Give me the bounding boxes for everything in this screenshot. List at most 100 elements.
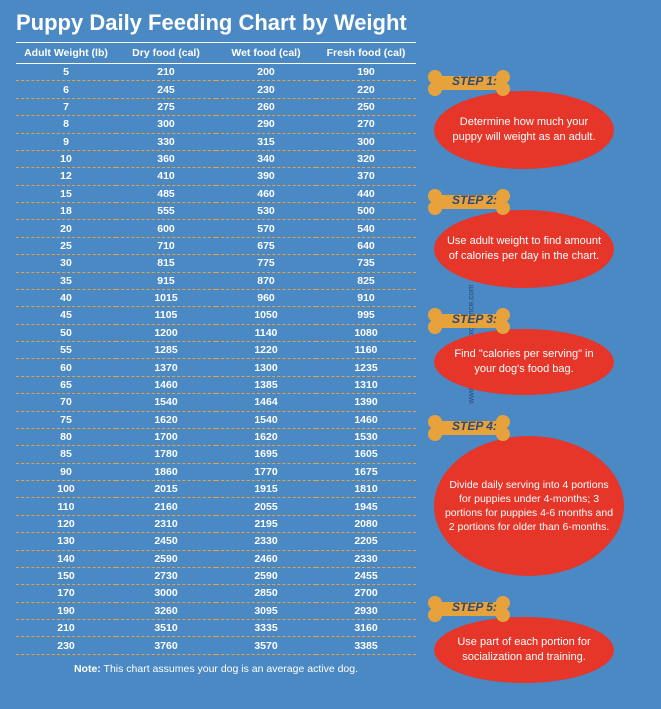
table-cell: 40: [16, 289, 116, 306]
table-cell: 1780: [116, 446, 216, 463]
table-row: 65146013851310: [16, 376, 416, 393]
step-item: STEP 5:Use part of each portion for soci…: [434, 594, 626, 683]
table-cell: 12: [16, 168, 116, 185]
table-cell: 960: [216, 289, 316, 306]
table-cell: 1015: [116, 289, 216, 306]
table-row: 170300028502700: [16, 585, 416, 602]
table-cell: 7: [16, 98, 116, 115]
table-cell: 1620: [116, 411, 216, 428]
step-bubble: Divide daily serving into 4 portions for…: [434, 436, 624, 576]
feeding-table-wrap: Adult Weight (lb)Dry food (cal)Wet food …: [16, 42, 416, 701]
steps-column: STEP 1:Determine how much your puppy wil…: [416, 42, 626, 701]
table-cell: 5: [16, 64, 116, 81]
table-row: 9330315300: [16, 133, 416, 150]
table-cell: 360: [116, 150, 216, 167]
table-cell: 3385: [316, 637, 416, 654]
table-cell: 110: [16, 498, 116, 515]
table-cell: 270: [316, 116, 416, 133]
table-cell: 3000: [116, 585, 216, 602]
step-item: STEP 3:Find "calories per serving" in yo…: [434, 306, 626, 395]
table-cell: 100: [16, 481, 116, 498]
table-cell: 320: [316, 150, 416, 167]
table-cell: 2455: [316, 567, 416, 584]
table-row: 210351033353160: [16, 620, 416, 637]
table-cell: 300: [116, 116, 216, 133]
table-cell: 90: [16, 463, 116, 480]
table-cell: 3160: [316, 620, 416, 637]
table-row: 20600570540: [16, 220, 416, 237]
table-cell: 485: [116, 185, 216, 202]
table-cell: 640: [316, 237, 416, 254]
table-cell: 1385: [216, 376, 316, 393]
table-cell: 85: [16, 446, 116, 463]
table-cell: 9: [16, 133, 116, 150]
table-cell: 870: [216, 272, 316, 289]
note-text: This chart assumes your dog is an averag…: [101, 663, 358, 675]
table-cell: 1915: [216, 481, 316, 498]
table-cell: 1700: [116, 428, 216, 445]
table-cell: 555: [116, 203, 216, 220]
column-header: Adult Weight (lb): [16, 43, 116, 64]
table-row: 140259024602330: [16, 550, 416, 567]
table-row: 18555530500: [16, 203, 416, 220]
table-cell: 230: [16, 637, 116, 654]
table-cell: 2310: [116, 515, 216, 532]
table-cell: 80: [16, 428, 116, 445]
step-item: STEP 1:Determine how much your puppy wil…: [434, 68, 626, 169]
table-row: 15485460440: [16, 185, 416, 202]
table-cell: 370: [316, 168, 416, 185]
table-row: 85178016951605: [16, 446, 416, 463]
table-cell: 3335: [216, 620, 316, 637]
table-cell: 1310: [316, 376, 416, 393]
table-cell: 290: [216, 116, 316, 133]
table-cell: 530: [216, 203, 316, 220]
table-cell: 410: [116, 168, 216, 185]
table-cell: 995: [316, 307, 416, 324]
table-cell: 2450: [116, 533, 216, 550]
table-row: 230376035703385: [16, 637, 416, 654]
content-area: Adult Weight (lb)Dry food (cal)Wet food …: [0, 42, 661, 701]
table-row: 90186017701675: [16, 463, 416, 480]
feeding-table: Adult Weight (lb)Dry food (cal)Wet food …: [16, 42, 416, 655]
table-cell: 460: [216, 185, 316, 202]
table-cell: 825: [316, 272, 416, 289]
table-cell: 210: [16, 620, 116, 637]
table-cell: 1770: [216, 463, 316, 480]
table-row: 5210200190: [16, 64, 416, 81]
table-cell: 2205: [316, 533, 416, 550]
table-cell: 1080: [316, 324, 416, 341]
table-cell: 1460: [316, 411, 416, 428]
table-cell: 2700: [316, 585, 416, 602]
step-label: STEP 2:: [452, 193, 497, 207]
table-cell: 1620: [216, 428, 316, 445]
step-label: STEP 5:: [452, 600, 497, 614]
table-cell: 230: [216, 81, 316, 98]
table-row: 150273025902455: [16, 567, 416, 584]
table-cell: 35: [16, 272, 116, 289]
table-cell: 250: [316, 98, 416, 115]
table-cell: 1300: [216, 359, 316, 376]
table-cell: 260: [216, 98, 316, 115]
step-label: STEP 1:: [452, 74, 497, 88]
table-cell: 1220: [216, 342, 316, 359]
table-cell: 120: [16, 515, 116, 532]
table-cell: 3095: [216, 602, 316, 619]
table-cell: 2850: [216, 585, 316, 602]
table-note: Note: This chart assumes your dog is an …: [16, 655, 416, 683]
table-cell: 3260: [116, 602, 216, 619]
table-row: 401015960910: [16, 289, 416, 306]
table-cell: 1540: [116, 394, 216, 411]
table-cell: 315: [216, 133, 316, 150]
table-cell: 2160: [116, 498, 216, 515]
column-header: Dry food (cal): [116, 43, 216, 64]
table-cell: 15: [16, 185, 116, 202]
table-cell: 330: [116, 133, 216, 150]
table-cell: 390: [216, 168, 316, 185]
table-row: 35915870825: [16, 272, 416, 289]
table-cell: 190: [316, 64, 416, 81]
table-cell: 440: [316, 185, 416, 202]
table-cell: 1675: [316, 463, 416, 480]
table-row: 25710675640: [16, 237, 416, 254]
table-cell: 1464: [216, 394, 316, 411]
table-cell: 2460: [216, 550, 316, 567]
